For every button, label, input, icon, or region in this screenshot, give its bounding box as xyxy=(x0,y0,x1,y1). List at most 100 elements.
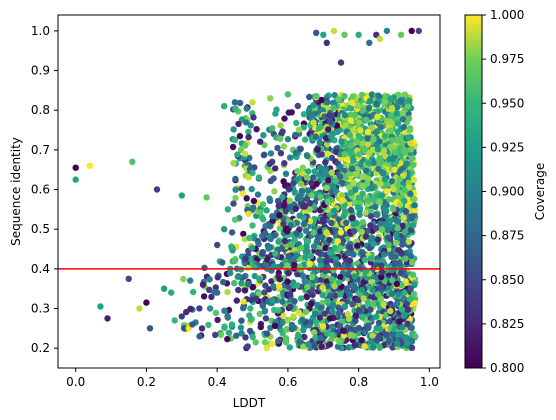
data-point xyxy=(383,27,391,35)
data-point xyxy=(407,146,415,153)
data-point xyxy=(246,327,254,335)
data-point xyxy=(336,338,343,345)
data-point xyxy=(231,99,239,106)
data-point xyxy=(212,309,220,317)
data-point xyxy=(395,259,403,267)
data-point xyxy=(318,343,325,350)
data-point xyxy=(236,132,244,140)
data-point xyxy=(401,197,408,205)
data-point xyxy=(397,269,405,277)
data-point xyxy=(310,229,317,236)
data-point xyxy=(381,147,388,155)
data-point xyxy=(362,116,370,124)
data-point xyxy=(332,177,339,184)
data-point xyxy=(364,197,371,204)
data-point xyxy=(303,248,311,255)
data-point xyxy=(357,127,364,134)
data-point xyxy=(394,181,402,189)
data-point xyxy=(298,187,305,195)
data-point xyxy=(341,93,348,100)
data-point xyxy=(370,135,377,143)
data-point xyxy=(248,185,255,193)
data-point xyxy=(236,99,244,107)
data-point xyxy=(297,295,305,302)
data-point xyxy=(189,321,196,328)
data-point xyxy=(287,303,294,311)
data-point xyxy=(249,284,256,291)
data-point xyxy=(227,269,234,277)
data-point xyxy=(323,258,330,265)
data-point xyxy=(285,253,292,260)
data-point xyxy=(280,178,287,185)
data-point xyxy=(232,186,239,193)
data-point xyxy=(403,340,411,347)
data-point xyxy=(400,123,407,131)
data-point xyxy=(206,276,213,283)
data-point xyxy=(313,29,320,36)
data-point xyxy=(349,93,357,100)
data-point xyxy=(178,192,185,199)
data-point xyxy=(238,317,245,324)
data-point xyxy=(402,255,409,262)
data-point xyxy=(314,249,322,256)
data-point xyxy=(307,252,314,260)
data-point xyxy=(269,297,276,304)
data-point xyxy=(347,206,355,214)
data-point xyxy=(262,222,269,230)
data-point xyxy=(281,115,288,122)
data-point xyxy=(180,275,187,283)
data-point xyxy=(351,341,359,349)
data-point xyxy=(324,104,331,112)
data-point xyxy=(318,151,326,158)
data-point xyxy=(304,152,311,160)
y-axis: 0.2 0.3 0.4 0.5 0.6 0.7 0.8 0.9 1.0 xyxy=(31,24,58,355)
data-point xyxy=(404,306,412,313)
data-point xyxy=(382,331,390,338)
data-point xyxy=(356,210,363,218)
data-point xyxy=(393,239,400,247)
data-point xyxy=(397,330,405,337)
data-point xyxy=(260,216,267,223)
data-point xyxy=(395,136,402,144)
data-point xyxy=(348,165,356,172)
data-point xyxy=(125,275,132,282)
data-point xyxy=(187,277,194,284)
data-point xyxy=(405,134,412,141)
data-point xyxy=(354,102,362,110)
data-point xyxy=(354,242,361,249)
data-point xyxy=(370,159,377,167)
data-point xyxy=(334,128,341,135)
data-point xyxy=(232,175,239,183)
data-point xyxy=(381,212,389,220)
data-point xyxy=(259,201,267,208)
data-point xyxy=(302,254,309,261)
data-point xyxy=(230,126,237,133)
data-point xyxy=(299,164,306,171)
data-point xyxy=(266,160,273,167)
data-point xyxy=(198,325,206,332)
data-point xyxy=(326,112,333,119)
data-point xyxy=(322,244,329,252)
data-point xyxy=(355,204,362,211)
data-point xyxy=(363,209,370,216)
data-point xyxy=(391,325,398,333)
data-point xyxy=(285,270,292,277)
data-point xyxy=(341,31,348,38)
data-point xyxy=(343,174,350,181)
data-point xyxy=(280,312,287,319)
data-point xyxy=(370,196,377,203)
data-point xyxy=(259,302,266,310)
data-point xyxy=(400,312,407,319)
data-point xyxy=(262,261,269,269)
data-point xyxy=(290,313,297,320)
data-point xyxy=(378,273,385,281)
x-tick-label: 0.6 xyxy=(278,375,297,389)
data-point xyxy=(270,263,277,270)
data-point xyxy=(305,168,312,175)
data-point xyxy=(359,286,366,293)
data-point xyxy=(129,158,136,165)
data-point xyxy=(201,264,208,271)
data-point xyxy=(319,107,326,114)
data-point xyxy=(378,268,386,276)
data-point xyxy=(350,157,357,164)
